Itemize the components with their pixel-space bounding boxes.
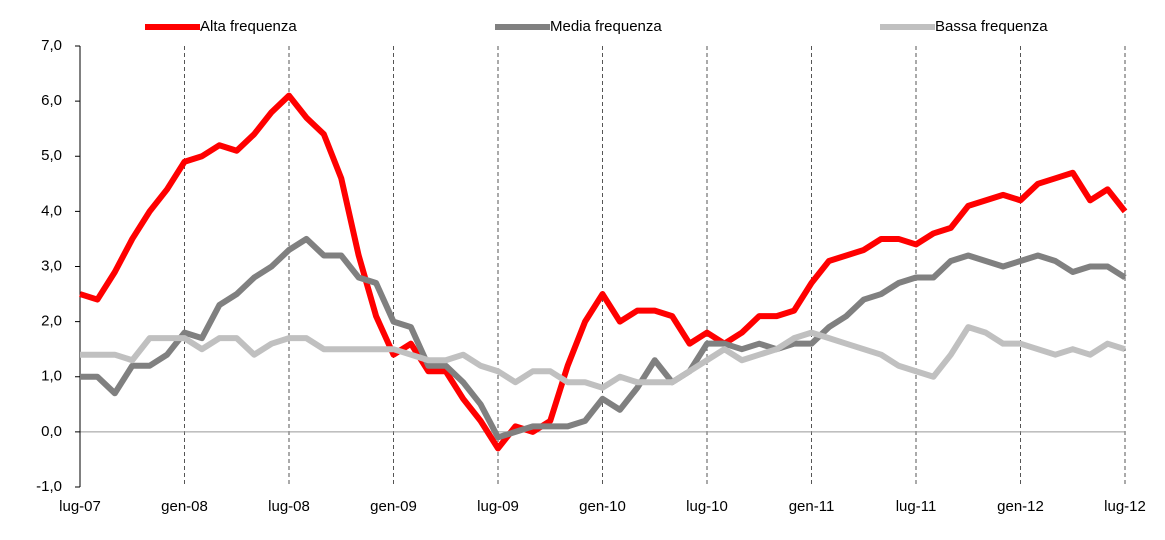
x-tick-label: lug-12 — [1104, 498, 1146, 515]
y-tick-label: 1,0 — [41, 368, 62, 385]
y-tick-label: 0,0 — [41, 423, 62, 440]
legend-label: Alta frequenza — [200, 18, 297, 35]
series-line — [79, 92, 1128, 452]
y-tick-label: 5,0 — [41, 147, 62, 164]
x-tick-label: gen-11 — [789, 498, 835, 515]
y-tick-label: 6,0 — [41, 92, 62, 109]
x-tick-label: lug-11 — [896, 498, 937, 515]
y-tick-label: 3,0 — [41, 257, 62, 274]
y-tick-label: -1,0 — [36, 478, 62, 495]
x-tick-label: gen-09 — [370, 498, 417, 515]
y-tick-label: 7,0 — [41, 37, 62, 54]
y-tick-label: 2,0 — [41, 313, 62, 330]
x-tick-label: gen-12 — [997, 498, 1044, 515]
y-tick-label: 4,0 — [41, 202, 62, 219]
legend-label: Media frequenza — [550, 18, 662, 35]
series-line — [80, 235, 1127, 441]
x-tick-label: gen-10 — [579, 498, 626, 515]
x-tick-label: lug-10 — [686, 498, 728, 515]
x-tick-label: lug-09 — [477, 498, 519, 515]
legend-label: Bassa frequenza — [935, 18, 1048, 35]
series-line — [80, 324, 1126, 391]
x-tick-label: lug-08 — [268, 498, 310, 515]
x-tick-label: gen-08 — [161, 498, 208, 515]
x-tick-label: lug-07 — [59, 498, 101, 515]
